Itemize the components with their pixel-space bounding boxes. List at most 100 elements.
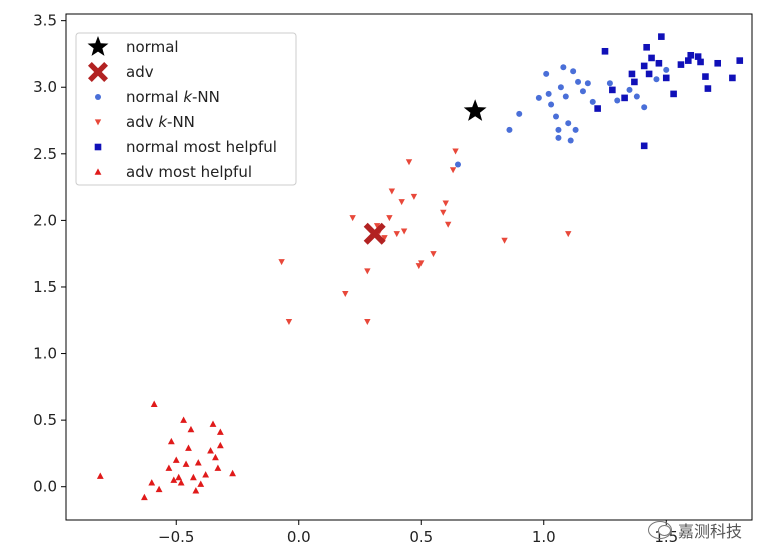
data-point-normal-k-nn [575, 78, 582, 85]
data-point-normal-most-helpful [702, 73, 709, 80]
data-point-adv-most-helpful [141, 493, 148, 501]
legend-label: adv [126, 63, 154, 81]
data-point-adv-most-helpful [194, 459, 202, 466]
data-point-adv-k-nn [418, 260, 425, 267]
data-point-normal-most-helpful [645, 70, 653, 78]
data-point-adv-k-nn [386, 215, 393, 222]
data-point-normal-k-nn [567, 137, 574, 144]
data-point-adv-k-nn [410, 193, 418, 200]
data-point-adv-most-helpful [182, 460, 190, 467]
data-point-normal-k-nn [663, 66, 670, 73]
data-point-adv-k-nn [452, 148, 459, 155]
data-point-adv-k-nn [565, 231, 572, 238]
data-point-normal-most-helpful [736, 57, 744, 64]
data-point-normal-k-nn [516, 110, 523, 117]
legend-label: normal most helpful [126, 138, 277, 156]
data-point-normal-k-nn [555, 134, 562, 141]
watermark: 嘉测科技 [647, 518, 742, 542]
data-point-normal-k-nn [626, 86, 633, 93]
x-tick-label: 1.0 [532, 528, 556, 546]
legend-label: normal k-NN [126, 88, 220, 106]
data-point-normal-most-helpful [631, 78, 638, 86]
series-adv-k-nn [278, 148, 572, 325]
data-point-adv-most-helpful [170, 476, 178, 483]
data-point-normal-k-nn [562, 93, 569, 100]
data-point-adv-k-nn [342, 291, 349, 298]
data-point-adv-most-helpful [192, 487, 200, 494]
data-point-normal-most-helpful [677, 61, 685, 68]
data-point-adv-most-helpful [172, 456, 180, 463]
data-point-adv-k-nn [349, 215, 356, 222]
data-point-normal-k-nn [543, 70, 550, 77]
data-point-adv-most-helpful [150, 400, 158, 407]
legend-marker [87, 36, 109, 56]
legend-marker [88, 62, 108, 82]
data-point-normal-k-nn [570, 68, 577, 75]
data-point-normal-k-nn [506, 126, 513, 133]
legend-entry-adv-k-nn: adv k-NN [94, 113, 195, 131]
y-tick-label: 3.5 [33, 12, 57, 30]
data-point-adv-k-nn [445, 221, 452, 228]
data-point-normal-most-helpful [643, 43, 650, 51]
data-point-normal-most-helpful [687, 51, 695, 59]
legend-entry-normal-k-nn: normal k-NN [95, 88, 220, 106]
wechat-icon [647, 521, 672, 539]
legend-marker [94, 168, 102, 175]
data-point-adv-most-helpful [185, 444, 192, 451]
data-point-normal-k-nn [641, 104, 648, 111]
legend-entry-normal: normal [87, 36, 179, 56]
y-tick-label: 2.0 [33, 211, 57, 229]
data-point-normal-k-nn [557, 84, 564, 91]
data-point-adv [363, 222, 386, 245]
x-tick-label: 0.0 [287, 528, 311, 546]
data-point-adv-most-helpful [197, 480, 205, 487]
data-point-adv-most-helpful [167, 437, 175, 445]
plot-area-frame [65, 13, 753, 521]
data-point-normal-most-helpful [714, 59, 721, 67]
data-point-normal [463, 99, 487, 121]
data-point-adv-most-helpful [148, 479, 156, 486]
data-point-normal-most-helpful [648, 54, 655, 62]
data-point-normal-k-nn [606, 80, 613, 87]
data-point-adv-most-helpful [190, 473, 197, 481]
y-tick-label: 0.5 [33, 411, 57, 429]
y-tick-label: 1.5 [33, 278, 57, 296]
data-point-adv-k-nn [449, 167, 457, 174]
data-point-normal-k-nn [535, 94, 542, 101]
data-point-normal-most-helpful [670, 90, 677, 98]
data-point-normal-k-nn [565, 120, 572, 127]
y-tick-label: 0.0 [33, 478, 57, 496]
series-normal [463, 99, 487, 121]
series-adv [363, 222, 386, 245]
data-point-normal-most-helpful [655, 59, 663, 67]
data-point-normal-k-nn [633, 93, 640, 100]
data-point-adv-most-helpful [187, 425, 195, 433]
data-point-adv-most-helpful [165, 464, 173, 471]
data-point-normal-most-helpful [609, 86, 616, 94]
data-point-normal-k-nn [653, 76, 660, 83]
plot-marks [96, 33, 744, 501]
x-tick-label: −0.5 [158, 528, 194, 546]
y-tick-label: 3.0 [33, 78, 57, 96]
data-point-adv-most-helpful [180, 416, 187, 423]
data-point-normal-most-helpful [694, 53, 702, 60]
data-point-adv-most-helpful [155, 485, 163, 493]
data-point-normal-k-nn [589, 98, 596, 105]
data-point-normal-most-helpful [640, 142, 648, 150]
series-adv-most-helpful [96, 400, 236, 501]
legend-label: adv k-NN [126, 113, 195, 131]
data-point-adv-k-nn [440, 209, 447, 216]
data-point-adv-most-helpful [207, 447, 214, 454]
data-point-normal-most-helpful [685, 57, 692, 64]
legend-label: normal [126, 38, 179, 56]
data-point-adv-k-nn [364, 318, 371, 325]
data-point-normal-k-nn [584, 80, 591, 87]
data-point-normal-most-helpful [697, 58, 704, 66]
data-point-adv-most-helpful [229, 469, 236, 477]
data-point-normal-most-helpful [662, 74, 670, 82]
watermark-text: 嘉测科技 [677, 522, 742, 541]
data-point-normal-k-nn [555, 126, 562, 133]
legend-label: adv most helpful [126, 163, 252, 181]
data-point-adv-k-nn [400, 228, 408, 235]
